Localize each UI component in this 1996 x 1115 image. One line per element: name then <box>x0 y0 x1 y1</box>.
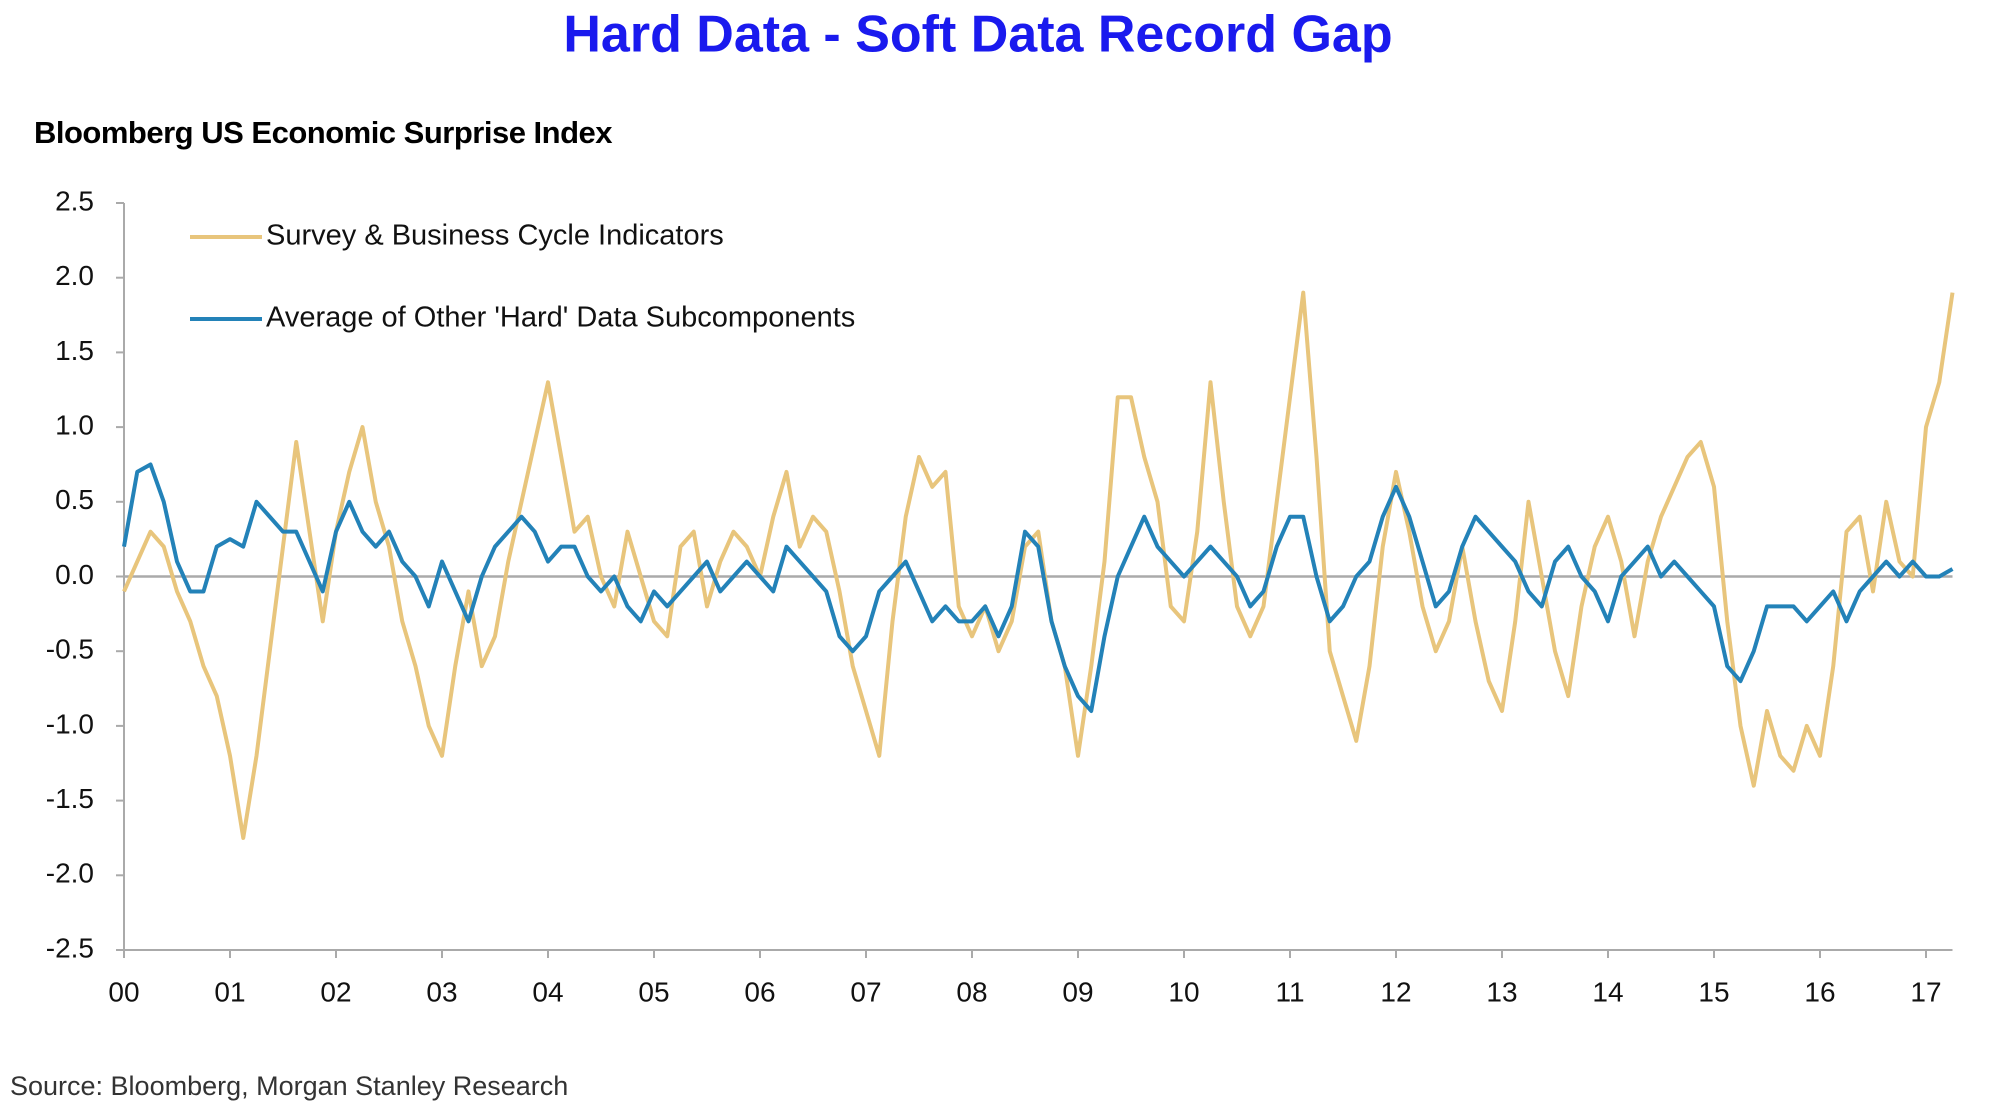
legend-label: Average of Other 'Hard' Data Subcomponen… <box>266 302 855 334</box>
y-tick-label: 1.5 <box>55 335 94 366</box>
y-tick-label: 2.5 <box>55 185 94 216</box>
x-tick-label: 01 <box>214 976 245 1007</box>
y-tick-label: 0.0 <box>55 559 94 590</box>
x-tick-label: 02 <box>320 976 351 1007</box>
y-tick-label: 2.0 <box>55 260 94 291</box>
x-tick-label: 12 <box>1380 976 1411 1007</box>
x-tick-label: 03 <box>426 976 457 1007</box>
data-line <box>122 462 1954 713</box>
y-tick-label: -2.5 <box>46 932 94 963</box>
x-tick-label: 00 <box>108 976 139 1007</box>
y-tick-label: -0.5 <box>46 634 94 665</box>
x-tick-label: 07 <box>850 976 881 1007</box>
y-tick-label: -1.5 <box>46 783 94 814</box>
x-tick-label: 04 <box>532 976 563 1007</box>
x-tick-label: 15 <box>1698 976 1729 1007</box>
x-tick-label: 06 <box>744 976 775 1007</box>
legend-label: Survey & Business Cycle Indicators <box>266 220 724 252</box>
x-tick-label: 14 <box>1592 976 1623 1007</box>
x-tick-label: 16 <box>1804 976 1835 1007</box>
x-tick-label: 08 <box>956 976 987 1007</box>
y-tick-label: -2.0 <box>46 858 94 889</box>
y-tick-label: 0.5 <box>55 484 94 515</box>
source-note: Source: Bloomberg, Morgan Stanley Resear… <box>10 1071 568 1101</box>
data-line <box>122 290 1955 840</box>
y-tick-label: 1.0 <box>55 409 94 440</box>
chart-subtitle: Bloomberg US Economic Surprise Index <box>34 115 613 150</box>
x-tick-label: 05 <box>638 976 669 1007</box>
chart-title: Hard Data - Soft Data Record Gap <box>563 6 1392 64</box>
x-tick-label: 09 <box>1062 976 1093 1007</box>
x-tick-label: 13 <box>1486 976 1517 1007</box>
x-tick-label: 17 <box>1910 976 1941 1007</box>
x-tick-label: 10 <box>1168 976 1199 1007</box>
y-tick-label: -1.0 <box>46 708 94 739</box>
x-tick-label: 11 <box>1275 976 1304 1007</box>
